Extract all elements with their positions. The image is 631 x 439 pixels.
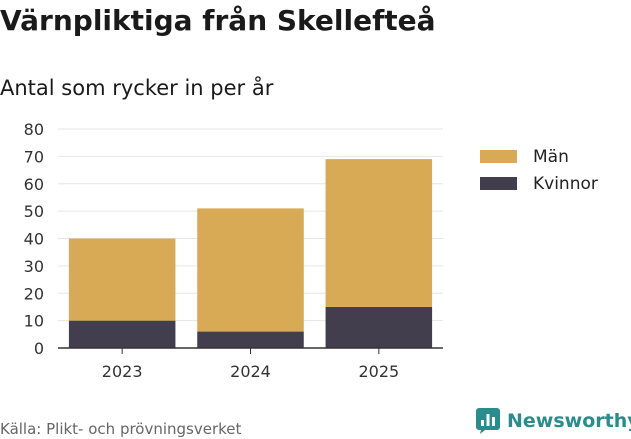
stacked-bar-chart: 0 10 20 30 40 50 60 70 80 2023 2024 2025 Män Kvinno…	[24, 120, 598, 381]
bar-män-2025	[325, 159, 433, 307]
y-tick-label: 50	[24, 202, 44, 221]
y-tick-label: 80	[24, 120, 44, 139]
legend-label-män: Män	[533, 147, 569, 167]
y-tick-label: 70	[24, 147, 44, 166]
bar-män-2023	[68, 238, 176, 321]
bar-chart-speech-bubble-icon	[476, 408, 500, 434]
chart-subtitle: Antal som rycker in per år	[0, 76, 274, 100]
x-tick-label: 2023	[102, 362, 143, 381]
legend-label-kvinnor: Kvinnor	[533, 174, 598, 194]
y-tick-label: 10	[24, 312, 44, 331]
x-tick-label: 2025	[358, 362, 399, 381]
y-tick-label: 20	[24, 284, 44, 303]
x-tick-label: 2024	[230, 362, 271, 381]
y-tick-label: 0	[34, 339, 44, 358]
legend: Män Kvinnor	[480, 147, 598, 194]
bar-kvinnor-2025	[325, 306, 433, 348]
y-tick-label: 40	[24, 230, 44, 249]
source-note: Källa: Plikt- och prövningsverket	[0, 420, 242, 438]
brand-name: Newsworthy	[507, 410, 631, 432]
bars	[68, 159, 433, 348]
legend-swatch-kvinnor	[480, 177, 517, 190]
y-tick-label: 30	[24, 257, 44, 276]
chart-title: Värnpliktiga från Skellefteå	[0, 4, 436, 37]
y-tick-label: 60	[24, 175, 44, 194]
x-axis-ticks: 2023 2024 2025	[102, 348, 399, 381]
legend-swatch-män	[480, 150, 517, 163]
y-axis-ticks: 0 10 20 30 40 50 60 70 80	[24, 120, 44, 358]
brand-logo[interactable]: Newsworthy	[476, 408, 631, 434]
bar-kvinnor-2023	[68, 320, 176, 348]
bar-kvinnor-2024	[197, 331, 304, 348]
bar-män-2024	[197, 208, 304, 332]
